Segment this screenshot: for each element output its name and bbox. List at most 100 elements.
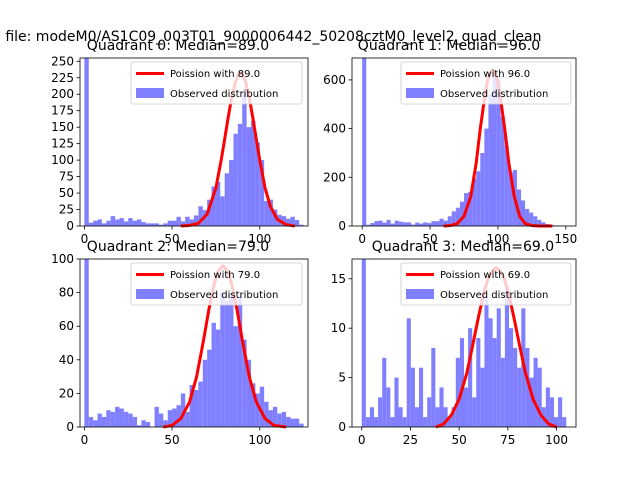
histogram-bar bbox=[374, 417, 379, 427]
legend-bar-label: Observed distribution bbox=[440, 290, 548, 301]
histogram-bar bbox=[398, 407, 403, 427]
histogram-bar bbox=[411, 224, 416, 226]
histogram-bar bbox=[476, 338, 481, 427]
histogram-bar bbox=[443, 407, 448, 427]
histogram-bar bbox=[224, 173, 230, 226]
histogram-bar bbox=[423, 222, 428, 226]
y-tick-label: 175 bbox=[51, 104, 74, 118]
histogram-bar bbox=[521, 200, 526, 226]
x-tick-label: 100 bbox=[486, 232, 509, 246]
histogram-bar bbox=[198, 206, 203, 226]
histogram-bar bbox=[141, 420, 146, 427]
histogram-bar bbox=[237, 295, 243, 427]
x-tick-label: 50 bbox=[422, 232, 437, 246]
histogram-bar bbox=[88, 222, 94, 226]
y-tick-label: 200 bbox=[51, 87, 74, 101]
histogram-bar bbox=[504, 145, 509, 226]
x-tick-label: 150 bbox=[554, 232, 577, 246]
histogram-bar bbox=[488, 94, 493, 227]
histogram-bar bbox=[455, 207, 460, 226]
histogram-bar bbox=[189, 385, 194, 427]
histogram-bar bbox=[476, 171, 481, 226]
histogram-bar bbox=[229, 160, 234, 226]
histogram-bar bbox=[508, 172, 513, 226]
axes-frame bbox=[79, 258, 309, 428]
panel-quadrant-2: Quadrant 2: Median=79.0 0 50 100 0 20 40 60 80 1… bbox=[51, 239, 309, 447]
histogram-bar bbox=[115, 219, 120, 226]
histogram-bar bbox=[123, 411, 129, 427]
legend-bar-label: Observed distribution bbox=[440, 89, 548, 100]
histogram-bars bbox=[84, 259, 304, 427]
histogram-bar bbox=[93, 220, 98, 226]
x-tick-label: 50 bbox=[164, 232, 179, 246]
histogram-bar bbox=[472, 178, 477, 226]
histogram-bar bbox=[97, 219, 102, 226]
y-tick-label: 200 bbox=[323, 170, 346, 184]
histogram-bar bbox=[484, 298, 489, 427]
histogram-bar bbox=[382, 222, 387, 226]
histogram-bar bbox=[255, 393, 260, 427]
histogram-bar bbox=[468, 191, 473, 226]
histogram-bar bbox=[558, 397, 563, 427]
histogram-bar bbox=[158, 224, 164, 226]
histogram-bar bbox=[97, 413, 102, 427]
histogram-bar bbox=[431, 347, 436, 427]
histogram-bar bbox=[299, 224, 304, 226]
histogram-bar bbox=[255, 142, 260, 226]
histogram-bar bbox=[88, 416, 94, 427]
x-tick-label: 0 bbox=[358, 433, 366, 447]
histogram-bar bbox=[268, 199, 273, 226]
histogram-bar bbox=[492, 338, 497, 427]
histogram-bar bbox=[290, 418, 295, 427]
histogram-bar bbox=[435, 221, 440, 226]
histogram-bar bbox=[137, 425, 142, 427]
histogram-bar bbox=[281, 216, 287, 226]
histogram-bar bbox=[537, 367, 542, 427]
histogram-bar bbox=[516, 189, 522, 226]
histogram-bar bbox=[141, 222, 146, 226]
histogram-bar bbox=[451, 211, 456, 226]
histogram-bar bbox=[189, 219, 194, 226]
legend-bar-label: Observed distribution bbox=[170, 290, 278, 301]
histogram-bar bbox=[119, 218, 124, 226]
histogram-bar bbox=[517, 367, 522, 427]
histogram-bar bbox=[128, 413, 133, 427]
histogram-bar bbox=[233, 133, 238, 226]
histogram-bar bbox=[406, 222, 412, 226]
legend-frame bbox=[400, 262, 572, 306]
y-tick-label: 50 bbox=[59, 186, 74, 200]
histogram-bar bbox=[402, 417, 407, 427]
histogram-bar bbox=[207, 349, 212, 427]
histogram-bar bbox=[472, 397, 477, 427]
histogram-bar bbox=[525, 347, 530, 427]
histogram-bar bbox=[180, 393, 186, 427]
histogram-bar bbox=[390, 417, 395, 427]
histogram-bar bbox=[378, 397, 383, 427]
histogram-bar bbox=[525, 208, 530, 226]
histogram-bar bbox=[207, 199, 212, 226]
histogram-bar bbox=[447, 216, 452, 226]
axis-ticks: 0 25 50 75 100 0 5 10 15 bbox=[331, 272, 568, 447]
histogram-bar bbox=[259, 386, 265, 427]
histogram-bar bbox=[299, 423, 304, 427]
x-tick-label: 100 bbox=[248, 433, 271, 447]
panel-title: Quadrant 3: Median=69.0 bbox=[372, 239, 554, 255]
histogram-bar bbox=[419, 367, 424, 427]
y-tick-label: 80 bbox=[59, 286, 74, 300]
histogram-bar bbox=[541, 222, 546, 226]
histogram-bar bbox=[529, 212, 534, 226]
histogram-bar bbox=[272, 406, 278, 427]
x-tick-label: 0 bbox=[81, 433, 89, 447]
histogram-bar bbox=[549, 397, 554, 427]
histogram-bar bbox=[215, 181, 221, 226]
histogram-bar bbox=[264, 200, 269, 226]
histogram-bar bbox=[508, 328, 514, 427]
y-tick-label: 600 bbox=[323, 73, 346, 87]
axis-ticks: 0 50 100 0 20 40 60 80 100 bbox=[51, 252, 271, 447]
histogram-bar bbox=[529, 377, 534, 427]
histogram-bar bbox=[361, 259, 366, 427]
histogram-bar bbox=[220, 196, 225, 226]
axis-ticks: 0 50 100 0 25 50 75 100 125 150 175 200 225 250 bbox=[51, 54, 271, 246]
histogram-bar bbox=[101, 416, 107, 427]
histogram-bar bbox=[128, 218, 133, 226]
